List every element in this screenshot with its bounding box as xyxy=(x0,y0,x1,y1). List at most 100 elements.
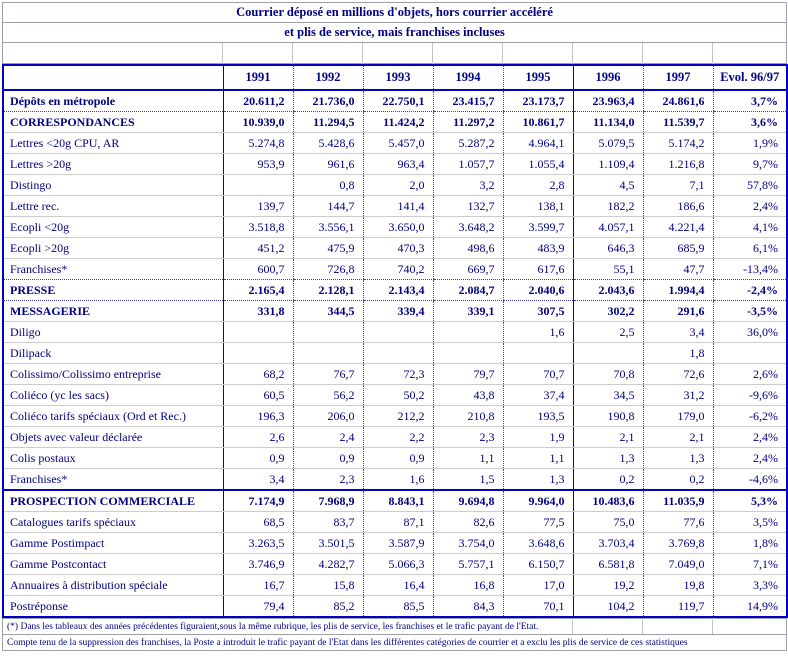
value-cell: 3.769,8 xyxy=(642,532,713,554)
value-cell: -3,5% xyxy=(712,300,787,322)
value-cell: 11.294,5 xyxy=(292,111,363,133)
value-cell: 22.750,1 xyxy=(362,90,433,112)
table-row: MESSAGERIE 331,8 344,5 339,4 339,1 307,5 302,2… xyxy=(3,300,787,322)
report-sheet: Courrier déposé en millions d'objets, ho… xyxy=(2,2,788,651)
value-cell: 6.581,8 xyxy=(572,553,643,575)
value-cell: 179,0 xyxy=(642,405,713,427)
table-row: Annuaires à distribution spéciale 16,7 15,… xyxy=(3,574,787,596)
value-cell: 7,1% xyxy=(712,553,787,575)
value-cell: 2,4% xyxy=(712,195,787,217)
value-cell: 1,1 xyxy=(432,447,503,469)
value-cell: 79,4 xyxy=(222,595,293,618)
value-cell: 2,2 xyxy=(362,426,433,448)
value-cell: 3,3% xyxy=(712,574,787,596)
value-cell: 15,8 xyxy=(292,574,363,596)
row-label: Dilipack xyxy=(3,342,223,364)
row-label: Lettres <20g CPU, AR xyxy=(3,132,223,154)
value-cell: 600,7 xyxy=(222,258,293,280)
row-label: Franchises* xyxy=(3,468,223,491)
value-cell: 87,1 xyxy=(362,511,433,533)
value-cell: 0,2 xyxy=(642,468,713,491)
row-label: Coliéco (yc les sacs) xyxy=(3,384,223,406)
value-cell: 10.483,6 xyxy=(572,490,643,512)
value-cell: 104,2 xyxy=(572,595,643,618)
value-cell: 55,1 xyxy=(572,258,643,280)
value-cell: 5.079,5 xyxy=(572,132,643,154)
value-cell: 0,8 xyxy=(292,174,363,196)
table-row: Lettre rec. 139,7 144,7 141,4 132,7 138,1 182,… xyxy=(3,195,787,217)
table-row: Gamme Postcontact 3.746,9 4.282,7 5.066,3 5.… xyxy=(3,553,787,575)
col-header: 1997 xyxy=(642,65,713,91)
row-label: Lettres >20g xyxy=(3,153,223,175)
value-cell: 11.424,2 xyxy=(362,111,433,133)
value-cell: 11.134,0 xyxy=(572,111,643,133)
col-header: 1996 xyxy=(572,65,643,91)
row-label: PRESSE xyxy=(3,279,223,301)
value-cell: 11.297,2 xyxy=(432,111,503,133)
value-cell: 85,5 xyxy=(362,595,433,618)
value-cell: 1,9% xyxy=(712,132,787,154)
value-cell: 9,7% xyxy=(712,153,787,175)
row-label: Gamme Postcontact xyxy=(3,553,223,575)
footnote-empty-cell xyxy=(572,618,643,635)
value-cell: 21.736,0 xyxy=(292,90,363,112)
value-cell: 16,8 xyxy=(432,574,503,596)
title-row-1: Courrier déposé en millions d'objets, ho… xyxy=(2,2,787,23)
value-cell: 2,4 xyxy=(292,426,363,448)
value-cell: 344,5 xyxy=(292,300,363,322)
value-cell: 68,2 xyxy=(222,363,293,385)
value-cell: 2,6 xyxy=(222,426,293,448)
value-cell: 4.282,7 xyxy=(292,553,363,575)
value-cell: 14,9% xyxy=(712,595,787,618)
value-cell: 6,1% xyxy=(712,237,787,259)
spacer-cell xyxy=(572,42,643,64)
value-cell: 5.457,0 xyxy=(362,132,433,154)
value-cell: 10.861,7 xyxy=(502,111,573,133)
value-cell: 5.274,8 xyxy=(222,132,293,154)
value-cell: 4.057,1 xyxy=(572,216,643,238)
value-cell: 19,8 xyxy=(642,574,713,596)
table-row: Objets avec valeur déclarée 2,6 2,4 2,2 2,3 1… xyxy=(3,426,787,448)
corner-cell xyxy=(3,65,223,91)
col-header: Evol. 96/97 xyxy=(712,65,787,91)
value-cell: 3.703,4 xyxy=(572,532,643,554)
value-cell: 4.964,1 xyxy=(502,132,573,154)
value-cell: 72,6 xyxy=(642,363,713,385)
spacer-cell xyxy=(432,42,503,64)
value-cell: 1,5 xyxy=(432,468,503,491)
value-cell: 3.263,5 xyxy=(222,532,293,554)
value-cell: 1,3 xyxy=(502,468,573,491)
value-cell: 3.518,8 xyxy=(222,216,293,238)
table-row: Ecopli >20g 451,2 475,9 470,3 498,6 483,9 646,… xyxy=(3,237,787,259)
value-cell: 10.939,0 xyxy=(222,111,293,133)
value-cell: 2,1 xyxy=(572,426,643,448)
value-cell: 210,8 xyxy=(432,405,503,427)
value-cell: 70,1 xyxy=(502,595,573,618)
value-cell: 4,5 xyxy=(572,174,643,196)
value-cell: 1.057,7 xyxy=(432,153,503,175)
value-cell: 2.043,6 xyxy=(572,279,643,301)
value-cell: 339,1 xyxy=(432,300,503,322)
value-cell: 2.143,4 xyxy=(362,279,433,301)
footnote-row-1: (*) Dans les tableaux des années précéde… xyxy=(2,618,787,635)
main-table-body: Dépôts en métropole 20.611,2 21.736,0 22.75… xyxy=(3,90,787,618)
value-cell: 17,0 xyxy=(502,574,573,596)
table-row: Dilipack 1,8 xyxy=(3,342,787,364)
value-cell xyxy=(432,342,503,364)
value-cell: 7.968,9 xyxy=(292,490,363,512)
value-cell: 963,4 xyxy=(362,153,433,175)
value-cell: 43,8 xyxy=(432,384,503,406)
table-row: PROSPECTION COMMERCIALE 7.174,9 7.968,9 8.8… xyxy=(3,490,787,512)
value-cell xyxy=(362,321,433,343)
value-cell: 16,7 xyxy=(222,574,293,596)
spacer-row xyxy=(3,42,787,64)
value-cell: 2.128,1 xyxy=(292,279,363,301)
value-cell: 2,8 xyxy=(502,174,573,196)
value-cell: 669,7 xyxy=(432,258,503,280)
value-cell: 291,6 xyxy=(642,300,713,322)
row-label: Coliéco tarifs spéciaux (Ord et Rec.) xyxy=(3,405,223,427)
value-cell: 5.174,2 xyxy=(642,132,713,154)
value-cell: 1,6 xyxy=(362,468,433,491)
value-cell: 1,8 xyxy=(642,342,713,364)
value-cell: 206,0 xyxy=(292,405,363,427)
